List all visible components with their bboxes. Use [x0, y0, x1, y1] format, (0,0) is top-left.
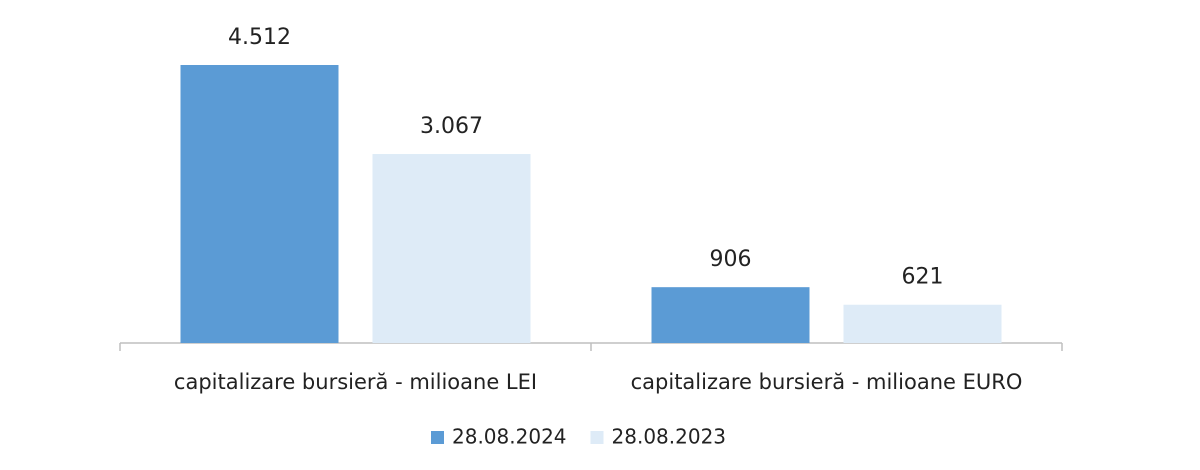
data-label: 621 [902, 265, 944, 290]
legend-label: 28.08.2024 [452, 425, 567, 449]
data-label: 3.067 [420, 114, 483, 139]
data-label: 906 [710, 247, 752, 272]
legend-swatch [590, 431, 604, 444]
legend-swatch [431, 431, 444, 444]
legend-label: 28.08.2023 [612, 425, 727, 449]
data-label: 4.512 [228, 25, 291, 50]
x-tick-label: capitalizare bursieră - milioane EURO [631, 370, 1023, 394]
bar [651, 287, 810, 343]
bar [372, 154, 531, 343]
x-tick-label: capitalizare bursieră - milioane LEI [174, 370, 537, 394]
bar [180, 65, 339, 343]
bar [843, 304, 1002, 343]
